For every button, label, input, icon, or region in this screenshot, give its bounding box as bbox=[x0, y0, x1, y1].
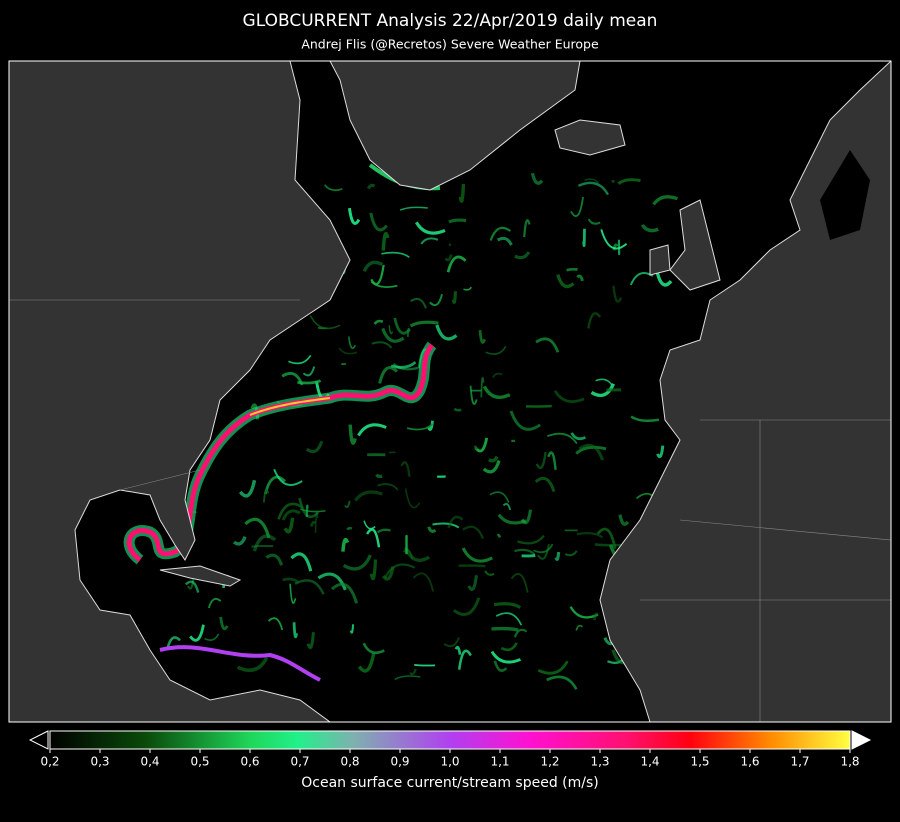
eddy bbox=[347, 528, 352, 529]
eddy bbox=[414, 665, 435, 666]
eddy bbox=[491, 629, 518, 631]
eddy bbox=[251, 546, 273, 547]
title: GLOBCURRENT Analysis 22/Apr/2019 daily m… bbox=[243, 11, 658, 31]
eddy bbox=[459, 566, 486, 567]
ireland bbox=[650, 245, 670, 275]
colorbar-tick-label: 1,0 bbox=[440, 755, 459, 769]
eddy bbox=[595, 544, 625, 545]
colorbar-tick-label: 1,6 bbox=[740, 755, 759, 769]
colorbar-tick-label: 0,7 bbox=[290, 755, 309, 769]
colorbar-tick-label: 0,2 bbox=[40, 755, 59, 769]
colorbar bbox=[50, 731, 850, 749]
colorbar-tick-label: 1,7 bbox=[790, 755, 809, 769]
map bbox=[9, 61, 891, 722]
colorbar-max-arrow bbox=[852, 731, 870, 749]
colorbar-tick-label: 0,5 bbox=[190, 755, 209, 769]
eddy bbox=[567, 269, 578, 270]
eddy bbox=[454, 409, 461, 411]
eddy bbox=[307, 506, 308, 517]
eddy bbox=[584, 229, 585, 246]
colorbar-label: Ocean surface current/stream speed (m/s) bbox=[301, 775, 598, 791]
colorbar-min-arrow bbox=[30, 731, 48, 749]
colorbar-tick-label: 0,8 bbox=[340, 755, 359, 769]
colorbar-tick-label: 0,3 bbox=[90, 755, 109, 769]
colorbar-tick-label: 0,6 bbox=[240, 755, 259, 769]
colorbar-tick-label: 0,4 bbox=[140, 755, 159, 769]
colorbar-tick-label: 1,1 bbox=[490, 755, 509, 769]
colorbar-tick-label: 1,2 bbox=[540, 755, 559, 769]
colorbar-tick-label: 1,8 bbox=[840, 755, 859, 769]
colorbar-tick-label: 1,4 bbox=[640, 755, 659, 769]
colorbar-tick-label: 0,9 bbox=[390, 755, 409, 769]
colorbar-tick-label: 1,3 bbox=[590, 755, 609, 769]
colorbar-tick-label: 1,5 bbox=[690, 755, 709, 769]
subtitle: Andrej Flis (@Recretos) Severe Weather E… bbox=[301, 37, 599, 52]
eddy bbox=[526, 406, 552, 407]
